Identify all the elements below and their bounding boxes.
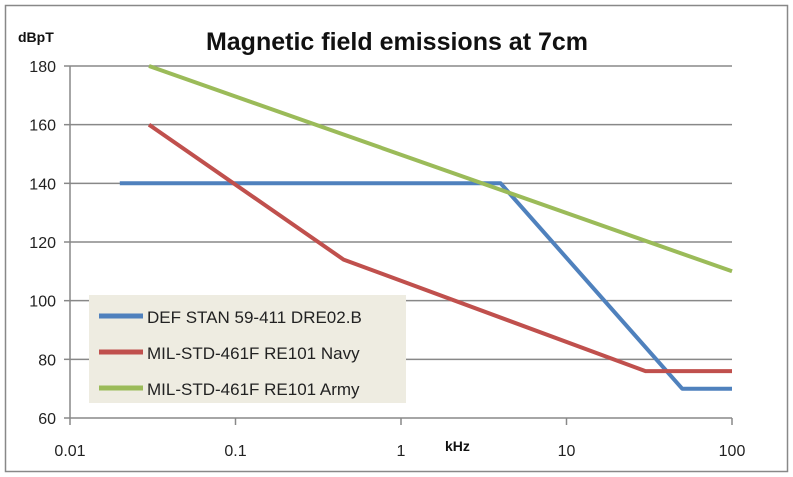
series-line-2	[147, 123, 732, 374]
series-line-3	[148, 64, 733, 274]
x-tick-label: 0.1	[224, 443, 246, 460]
y-axis-label: dBpT	[18, 29, 54, 45]
x-tick-label: 1	[397, 443, 406, 460]
y-tick-label: 60	[38, 411, 56, 428]
legend-box	[89, 295, 406, 403]
legend-label: MIL-STD-461F RE101 Navy	[147, 344, 360, 363]
y-tick-label: 140	[29, 176, 56, 193]
chart-title: Magnetic field emissions at 7cm	[206, 28, 588, 56]
x-tick-label: 100	[719, 443, 746, 460]
y-tick-label: 160	[29, 118, 56, 135]
legend: DEF STAN 59-411 DRE02.B MIL-STD-461F RE10…	[89, 295, 406, 403]
x-axis-label: kHz	[445, 438, 470, 454]
legend-label: MIL-STD-461F RE101 Army	[147, 380, 360, 399]
series-line-1	[119, 181, 732, 391]
x-tick-label: 0.01	[54, 443, 85, 460]
x-tick-label: 10	[558, 443, 576, 460]
y-tick-label: 80	[38, 352, 56, 369]
y-tick-label: 120	[29, 235, 56, 252]
legend-label: DEF STAN 59-411 DRE02.B	[147, 308, 362, 327]
y-tick-label: 180	[29, 59, 56, 76]
y-tick-label: 100	[29, 294, 56, 311]
